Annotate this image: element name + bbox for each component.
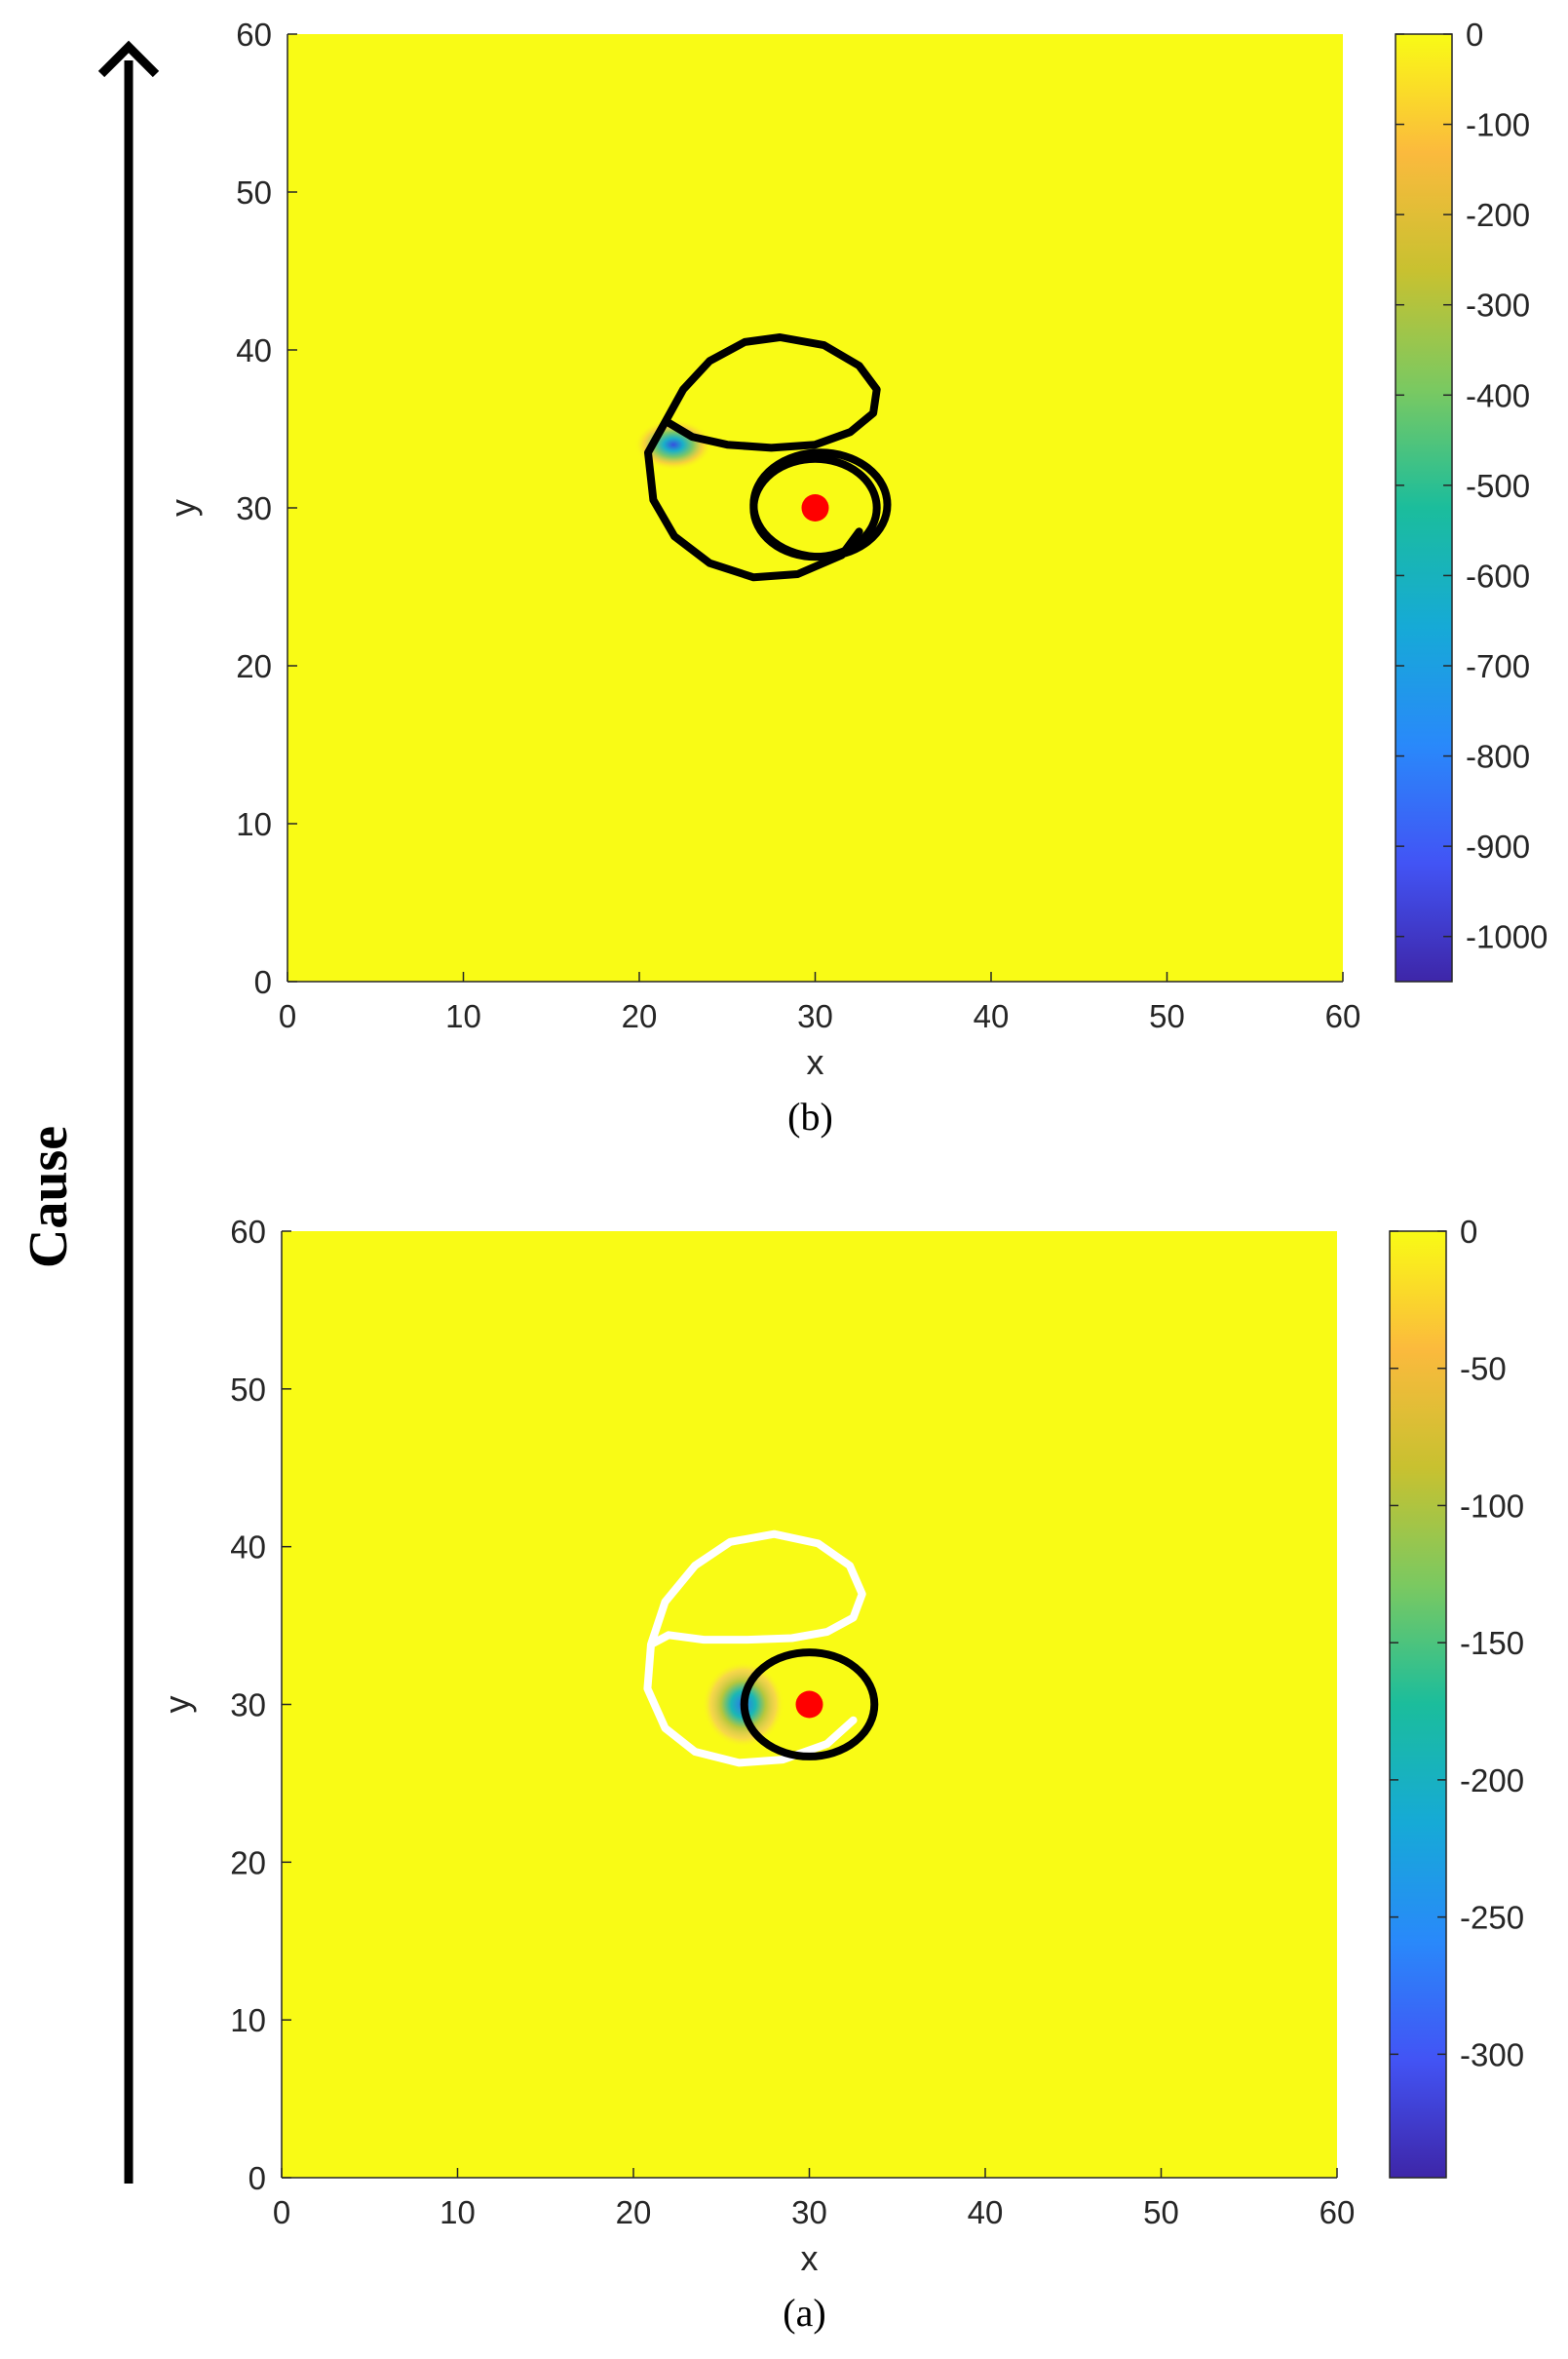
y-tick-label: 60 xyxy=(236,17,272,53)
x-tick-label: 10 xyxy=(445,998,481,1034)
x-tick-label: 0 xyxy=(273,2194,290,2230)
colorbar-tick-label: -200 xyxy=(1460,1762,1524,1798)
colorbar-tick-label: -100 xyxy=(1460,1488,1524,1524)
source-point xyxy=(795,1690,823,1719)
colorbar-tick-label: -800 xyxy=(1466,739,1530,775)
panel-b: 0 10 20 30 40 50 60 0 10 20 30 40 50 60 x y (b) 0 -100 -200… xyxy=(163,17,1548,1139)
cause-label: Cause xyxy=(19,1126,79,1268)
heatmap-hotspot xyxy=(634,419,713,471)
x-tick-label: 60 xyxy=(1319,2194,1356,2230)
x-tick-label: 20 xyxy=(616,2194,652,2230)
panel-caption: (a) xyxy=(783,2291,825,2335)
curve-outer xyxy=(644,333,881,582)
x-tick-label: 50 xyxy=(1143,2194,1179,2230)
curve-inner xyxy=(740,1648,879,1760)
x-axis-label: x xyxy=(807,1042,824,1082)
colorbar-tick-label: -900 xyxy=(1466,829,1530,865)
y-tick-label: 50 xyxy=(236,174,272,211)
y-tick-label: 20 xyxy=(236,648,272,684)
colorbar-tick-label: -200 xyxy=(1466,197,1530,233)
colorbar xyxy=(1395,33,1453,983)
y-tick-label: 40 xyxy=(236,332,272,368)
y-tick-label: 40 xyxy=(230,1529,266,1566)
y-tick-label: 20 xyxy=(230,1844,266,1880)
y-tick-label: 50 xyxy=(230,1372,266,1408)
x-tick-label: 40 xyxy=(968,2194,1004,2230)
source-point xyxy=(801,494,829,522)
colorbar-tick-label: -300 xyxy=(1466,288,1530,324)
colorbar-tick-label: -500 xyxy=(1466,468,1530,504)
colorbar-tick-label: -1000 xyxy=(1466,919,1548,955)
colorbar-tick-label: -100 xyxy=(1466,107,1530,143)
colorbar-tick-label: 0 xyxy=(1466,17,1483,53)
x-tick-label: 40 xyxy=(974,998,1010,1034)
x-tick-label: 60 xyxy=(1325,998,1361,1034)
y-tick-label: 30 xyxy=(236,490,272,526)
colorbar xyxy=(1389,1230,1447,2179)
colorbar-tick-label: 0 xyxy=(1460,1214,1477,1250)
x-tick-label: 10 xyxy=(440,2194,476,2230)
colorbar-tick-label: -600 xyxy=(1466,558,1530,594)
panel-a: 0 10 20 30 40 50 60 0 10 20 30 40 50 60 x y (a) 0 -50 -100 -… xyxy=(157,1214,1524,2335)
y-axis-label: y xyxy=(163,499,203,517)
y-tick-label: 10 xyxy=(230,2002,266,2038)
cause-arrow xyxy=(97,40,160,2184)
x-tick-label: 20 xyxy=(622,998,658,1034)
y-tick-label: 30 xyxy=(230,1687,266,1723)
colorbar-tick-label: -150 xyxy=(1460,1625,1524,1661)
x-tick-label: 50 xyxy=(1149,998,1185,1034)
y-tick-label: 60 xyxy=(230,1214,266,1250)
colorbar-tick-label: -250 xyxy=(1460,1900,1524,1936)
colorbar-tick-label: -400 xyxy=(1466,377,1530,413)
curve-inner-2 xyxy=(749,454,881,561)
panel-caption: (b) xyxy=(787,1095,833,1139)
y-tick-label: 0 xyxy=(254,964,272,1000)
x-tick-label: 0 xyxy=(279,998,296,1034)
colorbar-tick-label: -700 xyxy=(1466,648,1530,684)
x-axis-label: x xyxy=(801,2238,819,2278)
x-tick-label: 30 xyxy=(797,998,833,1034)
colorbar-tick-label: -50 xyxy=(1460,1351,1507,1387)
x-tick-label: 30 xyxy=(791,2194,827,2230)
y-tick-label: 10 xyxy=(236,806,272,842)
y-axis-label: y xyxy=(157,1696,197,1714)
colorbar-tick-label: -300 xyxy=(1460,2036,1524,2072)
curve-outer xyxy=(643,1529,866,1767)
y-tick-label: 0 xyxy=(249,2160,266,2196)
